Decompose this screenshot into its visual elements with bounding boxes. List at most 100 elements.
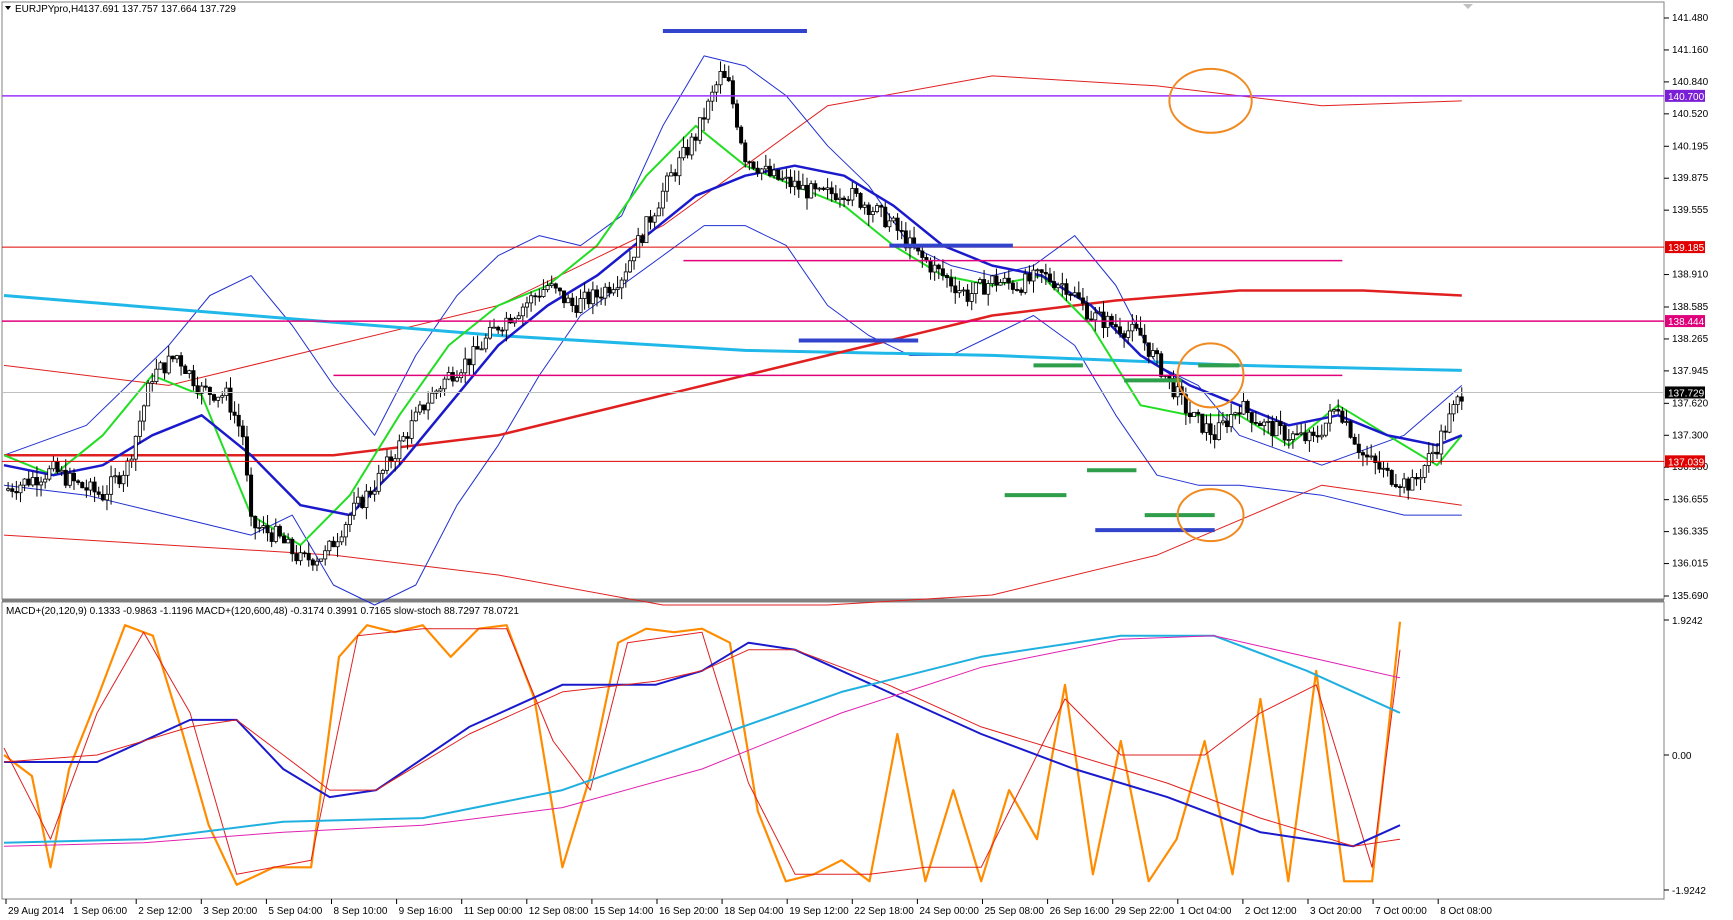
time-tick-label: 11 Sep 00:00 bbox=[464, 906, 523, 917]
time-tick-label: 19 Sep 12:00 bbox=[789, 906, 849, 917]
candle-bull bbox=[88, 481, 93, 491]
candle-bear bbox=[751, 161, 756, 169]
candle-bear bbox=[903, 230, 908, 249]
price-label-text: 137.729 bbox=[1668, 388, 1705, 399]
candle-bull bbox=[356, 496, 361, 504]
candle-bull bbox=[1422, 465, 1427, 478]
price-tick-label: 136.335 bbox=[1672, 527, 1709, 538]
scroll-marker-icon[interactable] bbox=[1463, 4, 1473, 9]
price-tick-label: 138.585 bbox=[1672, 302, 1709, 313]
candle-bull bbox=[611, 289, 616, 294]
candle-bull bbox=[1216, 422, 1221, 440]
candle-bear bbox=[965, 289, 970, 302]
candle-bear bbox=[1377, 462, 1382, 470]
candle-bear bbox=[228, 387, 233, 413]
candle-bull bbox=[59, 469, 64, 473]
candle-bull bbox=[1410, 477, 1415, 491]
candle-bear bbox=[496, 326, 501, 331]
candle-bull bbox=[104, 493, 109, 501]
candle-bear bbox=[294, 553, 299, 562]
candle-bull bbox=[718, 71, 723, 86]
candle-bull bbox=[1262, 421, 1267, 427]
candle-bear bbox=[1270, 420, 1275, 437]
candle-bear bbox=[648, 216, 653, 223]
indicator-line bbox=[3, 628, 1401, 875]
candle-bear bbox=[842, 197, 847, 201]
candle-bear bbox=[1113, 324, 1118, 328]
candle-bull bbox=[1192, 411, 1197, 418]
candle-bear bbox=[936, 264, 941, 270]
candle-bear bbox=[899, 230, 904, 232]
price-tick-label: 141.160 bbox=[1672, 45, 1709, 56]
candle-bull bbox=[430, 392, 435, 404]
candle-bear bbox=[722, 71, 727, 78]
price-label-text: 140.700 bbox=[1668, 92, 1705, 103]
candle-bear bbox=[84, 487, 89, 491]
candle-bear bbox=[1282, 425, 1287, 441]
candle-bull bbox=[772, 169, 777, 177]
candle-bull bbox=[697, 117, 702, 141]
candle-bull bbox=[146, 382, 151, 407]
candle-bear bbox=[796, 180, 801, 190]
candle-bear bbox=[854, 188, 859, 194]
ohlc-readout: 137.691 137.757 137.664 137.729 bbox=[83, 4, 236, 15]
candle-bear bbox=[945, 275, 950, 279]
candle-bear bbox=[895, 217, 900, 231]
candle-bull bbox=[39, 481, 44, 486]
candle-bear bbox=[302, 552, 307, 555]
candle-bull bbox=[706, 100, 711, 120]
candle-bull bbox=[137, 420, 142, 437]
candle-bull bbox=[463, 358, 468, 374]
candle-bull bbox=[1150, 350, 1155, 357]
candle-bull bbox=[850, 188, 855, 201]
candle-bear bbox=[1278, 421, 1283, 426]
candle-bull bbox=[652, 215, 657, 223]
candle-bear bbox=[26, 478, 31, 486]
price-tick-label: 139.555 bbox=[1672, 205, 1709, 216]
candle-bull bbox=[1002, 277, 1007, 283]
candle-bear bbox=[80, 482, 85, 489]
price-tick-label: 137.945 bbox=[1672, 366, 1709, 377]
candle-bear bbox=[1183, 394, 1188, 414]
red-band-lower-line bbox=[3, 484, 1462, 606]
candle-bear bbox=[685, 146, 690, 156]
candle-bull bbox=[714, 84, 719, 93]
candle-bull bbox=[710, 91, 715, 102]
price-label-text: 137.039 bbox=[1668, 457, 1705, 468]
candle-bull bbox=[780, 177, 785, 180]
time-tick-label: 7 Oct 00:00 bbox=[1375, 906, 1427, 917]
candle-bull bbox=[133, 435, 138, 460]
candle-bear bbox=[994, 275, 999, 286]
candle-bear bbox=[574, 305, 579, 313]
price-tick-label: 135.690 bbox=[1672, 591, 1709, 602]
candle-bull bbox=[973, 282, 978, 294]
price-label-text: 138.444 bbox=[1668, 317, 1705, 328]
time-tick-label: 3 Sep 20:00 bbox=[203, 906, 257, 917]
candle-bull bbox=[545, 285, 550, 290]
candle-bear bbox=[1080, 297, 1085, 304]
candle-bull bbox=[998, 282, 1003, 286]
collapse-arrow-icon[interactable] bbox=[5, 6, 11, 10]
candle-bull bbox=[615, 287, 620, 290]
candle-bull bbox=[471, 346, 476, 366]
candle-bear bbox=[1237, 412, 1242, 415]
indicator-line bbox=[3, 635, 1401, 847]
candle-bull bbox=[1323, 422, 1328, 436]
indicator-header: MACD+(20,120,9) 0.1333 -0.9863 -1.1196 M… bbox=[6, 606, 519, 617]
candle-bear bbox=[10, 488, 15, 492]
candle-bull bbox=[1455, 396, 1460, 406]
candle-bear bbox=[1389, 470, 1394, 485]
candle-bull bbox=[442, 378, 447, 390]
time-tick-label: 18 Sep 04:00 bbox=[724, 906, 784, 917]
candle-bear bbox=[232, 411, 237, 416]
time-tick-label: 8 Sep 10:00 bbox=[333, 906, 387, 917]
candle-bull bbox=[298, 552, 303, 562]
candle-bull bbox=[142, 405, 147, 422]
candle-bull bbox=[479, 348, 484, 351]
candle-bull bbox=[1229, 414, 1234, 428]
time-tick-label: 26 Sep 16:00 bbox=[1050, 906, 1110, 917]
candle-bull bbox=[623, 271, 628, 281]
candle-bear bbox=[813, 183, 818, 190]
candle-bear bbox=[1336, 409, 1341, 412]
candle-bear bbox=[1311, 431, 1316, 436]
